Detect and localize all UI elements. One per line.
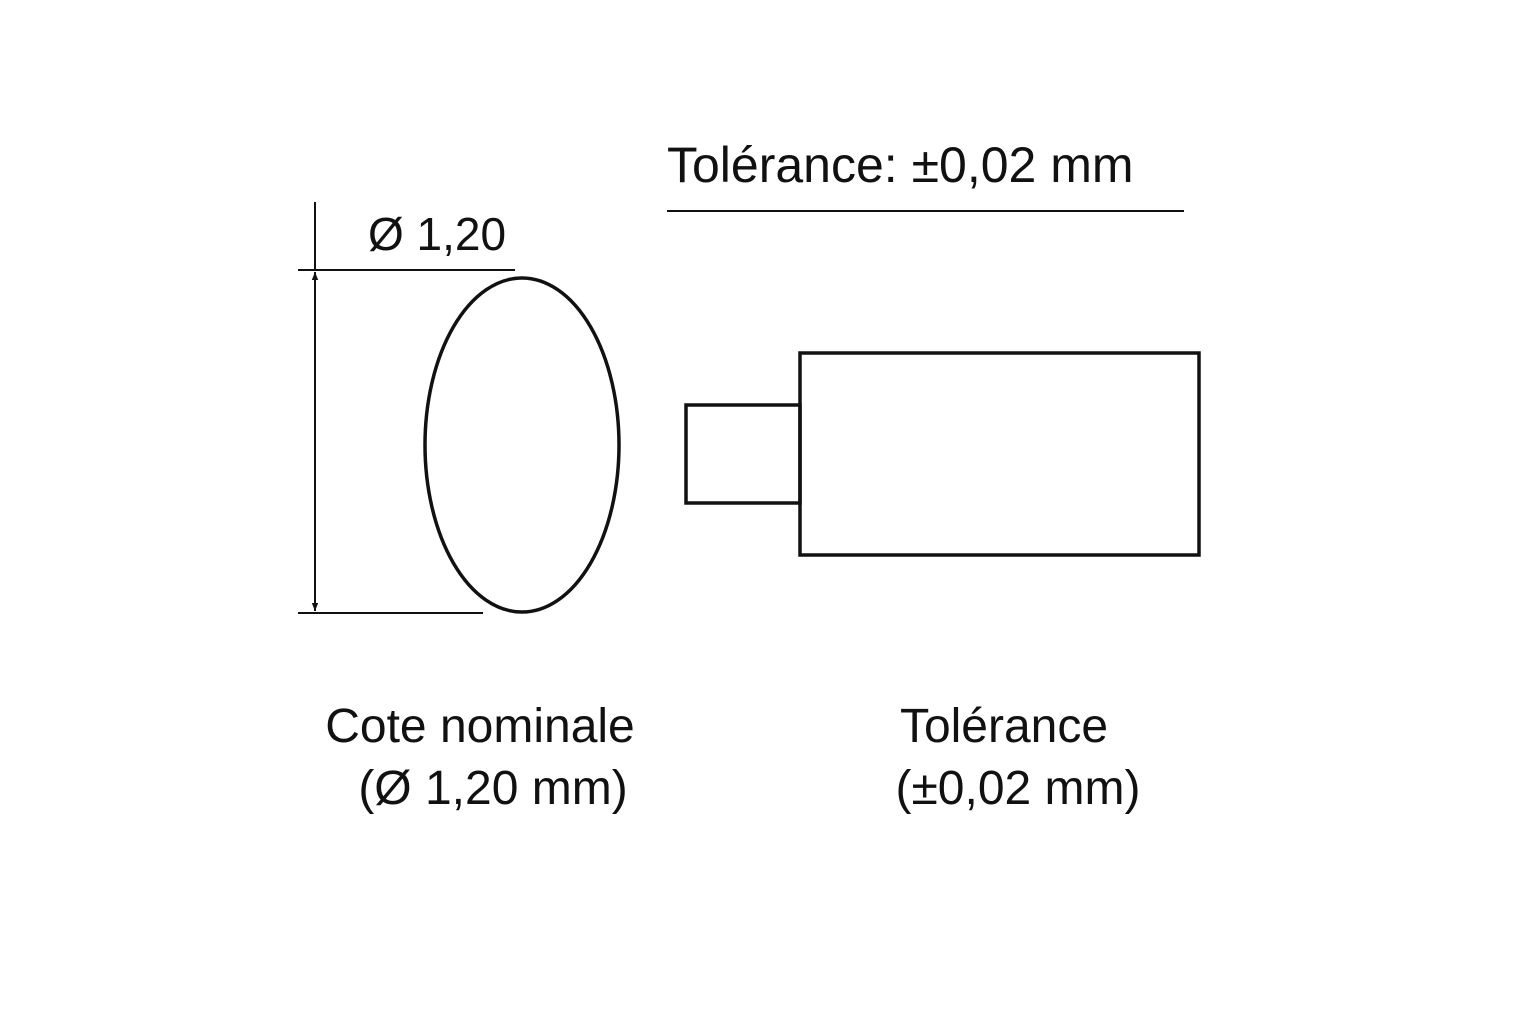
nominal-oval-shape (423, 276, 621, 614)
tolerance-caption-line1: Tolérance (900, 700, 1108, 753)
diameter-dimension-label: Ø 1,20 (368, 208, 506, 260)
pin-main-body (798, 351, 1201, 557)
tolerance-header-title: Tolérance: ±0,02 mm (667, 137, 1134, 193)
pin-small-step (684, 403, 802, 505)
nominal-caption-line2: (Ø 1,20 mm) (358, 762, 627, 815)
tolerance-caption-line2: (±0,02 mm) (895, 762, 1140, 815)
nominal-caption-line1: Cote nominale (325, 700, 635, 753)
